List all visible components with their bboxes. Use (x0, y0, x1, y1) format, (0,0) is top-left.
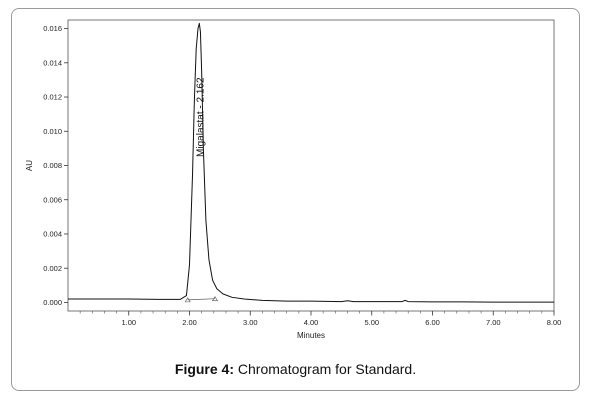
x-tick-label: 7.00 (486, 318, 501, 327)
x-axis-title: Minutes (297, 331, 325, 340)
figure-caption-text: Chromatogram for Standard. (234, 361, 417, 377)
peak-label: Migalastat - 2.162 (195, 77, 206, 157)
y-tick-label: 0.000 (43, 298, 62, 307)
x-tick-label: 5.00 (364, 318, 379, 327)
figure-caption: Figure 4: Chromatogram for Standard. (0, 361, 591, 377)
x-tick-label: 1.00 (121, 318, 136, 327)
baseline-marker (211, 296, 219, 301)
axes: 0.000 0.002 0.004 0.006 0.008 0.010 0.012 0.014… (43, 19, 562, 327)
x-tick-label: 2.00 (182, 318, 197, 327)
y-tick-label: 0.002 (43, 264, 62, 273)
x-tick-label: 3.00 (243, 318, 258, 327)
y-tick-label: 0.004 (43, 230, 62, 239)
x-tick-label: 6.00 (425, 318, 440, 327)
y-tick-label: 0.010 (43, 127, 62, 136)
x-tick-label: 8.00 (547, 318, 562, 327)
figure-caption-label: Figure 4: (174, 361, 235, 377)
baseline-marker (184, 297, 191, 303)
y-tick-label: 0.008 (43, 161, 62, 170)
chromatogram-trace (68, 22, 554, 303)
y-tick-label: 0.014 (43, 58, 62, 67)
y-tick-label: 0.006 (43, 195, 62, 204)
plot-area: Migalastat - 2.162 (68, 22, 554, 303)
figure-frame (11, 8, 580, 391)
integration-baseline (187, 298, 216, 301)
y-tick-label: 0.012 (43, 93, 62, 102)
y-axis-title: AU (25, 160, 34, 171)
plot-frame (67, 19, 555, 312)
y-tick-label: 0.016 (43, 24, 62, 33)
x-tick-label: 4.00 (304, 318, 319, 327)
